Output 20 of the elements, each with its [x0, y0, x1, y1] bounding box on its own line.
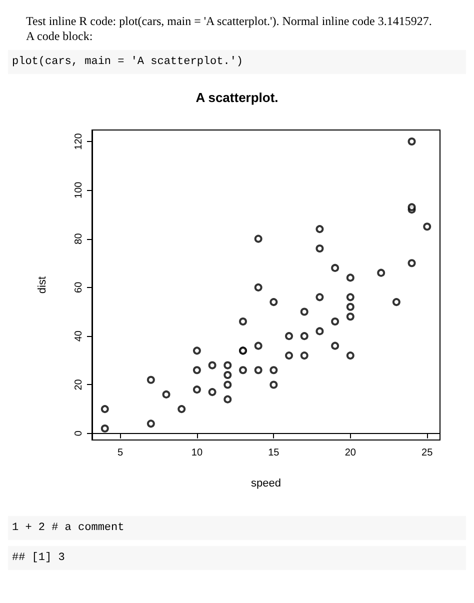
y-tick-label: 60: [74, 281, 84, 293]
text: ## [1] 3: [8, 546, 466, 570]
x-tick-label: 15: [268, 448, 280, 458]
y-tick-label: 0: [74, 430, 84, 436]
y-axis-title: dist: [36, 276, 48, 294]
x-tick-label: 5: [117, 448, 124, 458]
y-tick-label: 80: [74, 232, 84, 244]
y-tick-label: 100: [74, 181, 84, 198]
text: Test inline R code: plot(cars, main = 'A scatterplot.'). Normal inline code 3.1415927.: [25, 14, 433, 29]
y-tick-label: 120: [74, 132, 84, 150]
y-tick-label: 40: [74, 330, 84, 342]
text: plot(cars, main = 'A scatterplot.'): [8, 50, 466, 74]
text: A code block:: [25, 29, 94, 44]
text: 1 + 2 # a comment: [8, 516, 466, 540]
x-tick-label: 10: [191, 448, 203, 458]
chart-title: A scatterplot.: [196, 90, 278, 105]
x-tick-label: 25: [422, 448, 434, 458]
y-tick-label: 20: [74, 378, 84, 390]
x-axis-title: speed: [251, 478, 281, 490]
x-tick-label: 20: [344, 448, 356, 458]
